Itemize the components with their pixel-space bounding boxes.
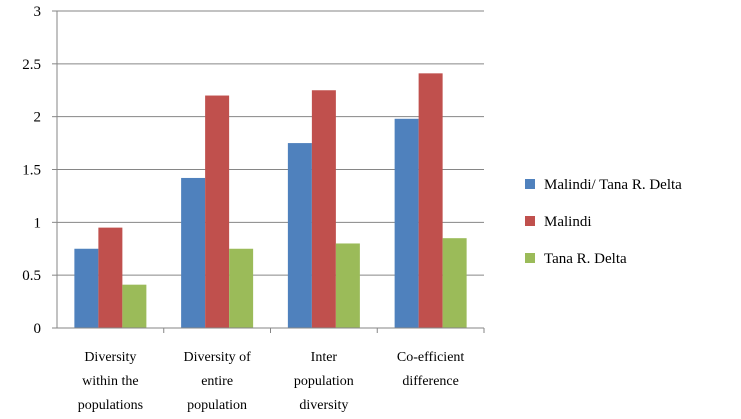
x-axis-categories: Diversity within the populations Diversity … <box>78 328 485 413</box>
bar <box>418 73 443 329</box>
y-tick-label: 3 <box>34 4 42 20</box>
bar <box>74 248 99 328</box>
bar <box>394 118 419 328</box>
bar <box>181 177 206 328</box>
x-category-label: populations <box>78 398 143 413</box>
y-axis-ticks: 0 0.5 1 1.5 2 2.5 3 <box>22 4 57 337</box>
x-category-label: population <box>294 374 354 389</box>
y-tick-label: 2 <box>34 110 42 126</box>
bar <box>122 284 147 328</box>
x-category-label: Inter <box>311 350 338 365</box>
bar <box>335 243 360 328</box>
bar <box>98 227 123 328</box>
legend-label: Tana R. Delta <box>544 251 627 267</box>
legend: Malindi/ Tana R. Delta Malindi Tana R. Del… <box>525 177 682 267</box>
x-category-label: difference <box>402 374 458 389</box>
y-tick-label: 1 <box>34 215 42 231</box>
x-category-label: Diversity <box>84 350 136 365</box>
bar <box>311 90 336 328</box>
y-tick-label: 2.5 <box>22 57 41 73</box>
legend-label: Malindi <box>544 214 592 230</box>
legend-label: Malindi/ Tana R. Delta <box>544 177 682 193</box>
x-category-label: Co-efficient <box>397 350 464 365</box>
x-category-label: entire <box>201 374 233 389</box>
legend-swatch <box>525 216 535 226</box>
bar <box>205 95 230 329</box>
bar <box>229 248 254 328</box>
legend-swatch <box>525 253 535 263</box>
legend-swatch <box>525 179 535 189</box>
bar <box>287 143 312 328</box>
x-category-label: diversity <box>299 398 348 413</box>
x-category-label: within the <box>82 374 138 389</box>
y-tick-label: 0 <box>34 321 42 337</box>
x-category-label: Diversity of <box>183 350 251 365</box>
x-category-label: population <box>187 398 247 413</box>
bar <box>442 238 467 328</box>
y-tick-label: 1.5 <box>22 163 41 179</box>
y-tick-label: 0.5 <box>22 268 41 284</box>
bars <box>74 73 467 329</box>
